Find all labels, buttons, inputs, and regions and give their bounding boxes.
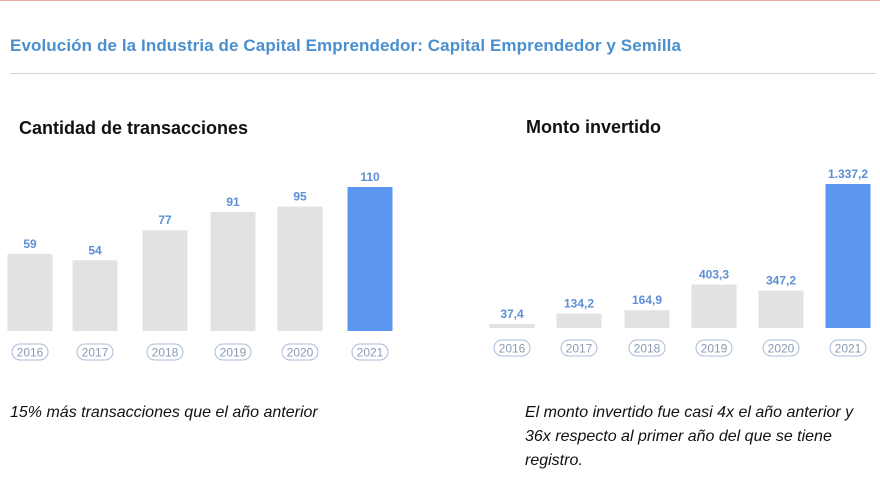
year-label-2019: 2019 xyxy=(701,342,728,356)
bar-2020 xyxy=(277,206,323,331)
year-pill-2020 xyxy=(762,339,800,357)
bar-2017 xyxy=(72,260,118,331)
year-label-2016: 2016 xyxy=(17,346,44,360)
year-pill-2016 xyxy=(11,343,49,361)
year-pill-2019 xyxy=(214,343,252,361)
top-divider xyxy=(0,0,880,1)
bar-2021 xyxy=(825,184,871,328)
bar-2016 xyxy=(489,323,535,328)
note-monto: El monto invertido fue casi 4x el año an… xyxy=(525,404,854,469)
value-label-2017: 134,2 xyxy=(564,297,594,311)
bar-2020 xyxy=(758,290,804,328)
value-label-2016: 37,4 xyxy=(500,307,524,321)
value-label-2019: 91 xyxy=(226,195,240,209)
year-pill-2017 xyxy=(560,339,598,357)
year-pill-2021 xyxy=(351,343,389,361)
year-pill-2020 xyxy=(281,343,319,361)
bar-2021 xyxy=(347,187,393,331)
value-label-2018: 77 xyxy=(158,213,172,227)
year-label-2016: 2016 xyxy=(499,342,526,356)
year-label-2017: 2017 xyxy=(82,346,109,360)
year-label-2018: 2018 xyxy=(634,342,661,356)
year-pill-2018 xyxy=(628,339,666,357)
chart-title-monto: Monto invertido xyxy=(526,117,661,137)
chart-monto-invertido: 37,4 2016 134,2 2017 164,9 2018 403,3 2019 347,2… xyxy=(489,167,871,357)
year-label-2020: 2020 xyxy=(768,342,795,356)
value-label-2020: 95 xyxy=(293,190,307,204)
bar-2019 xyxy=(210,211,256,331)
year-pill-2018 xyxy=(146,343,184,361)
bar-2017 xyxy=(556,313,602,328)
title-underline xyxy=(10,73,876,74)
value-label-2017: 54 xyxy=(88,243,102,257)
year-label-2021: 2021 xyxy=(835,342,862,356)
bar-2018 xyxy=(624,310,670,328)
chart-title-transacciones: Cantidad de transacciones xyxy=(19,118,249,138)
year-pill-2019 xyxy=(695,339,733,357)
bar-2019 xyxy=(691,284,737,328)
bar-2016 xyxy=(7,253,53,331)
value-label-2018: 164,9 xyxy=(632,293,662,307)
value-label-2020: 347,2 xyxy=(766,274,796,288)
value-label-2019: 403,3 xyxy=(699,268,729,282)
note-transacciones: 15% más transacciones que el año anterio… xyxy=(10,404,318,421)
value-label-2021: 1.337,2 xyxy=(828,167,868,181)
year-pill-2017 xyxy=(76,343,114,361)
year-label-2017: 2017 xyxy=(566,342,593,356)
bar-2018 xyxy=(142,230,188,331)
year-label-2021: 2021 xyxy=(357,346,384,360)
value-label-2021: 110 xyxy=(360,170,380,184)
year-label-2018: 2018 xyxy=(152,346,179,360)
slide-title: Evolución de la Industria de Capital Emp… xyxy=(10,36,682,55)
year-label-2020: 2020 xyxy=(287,346,314,360)
year-pill-2016 xyxy=(493,339,531,357)
value-label-2016: 59 xyxy=(23,237,37,251)
year-pill-2021 xyxy=(829,339,867,357)
year-label-2019: 2019 xyxy=(220,346,247,360)
chart-transacciones: 59 2016 54 2017 77 2018 91 2019 95 2020 110 2021 xyxy=(7,170,393,361)
